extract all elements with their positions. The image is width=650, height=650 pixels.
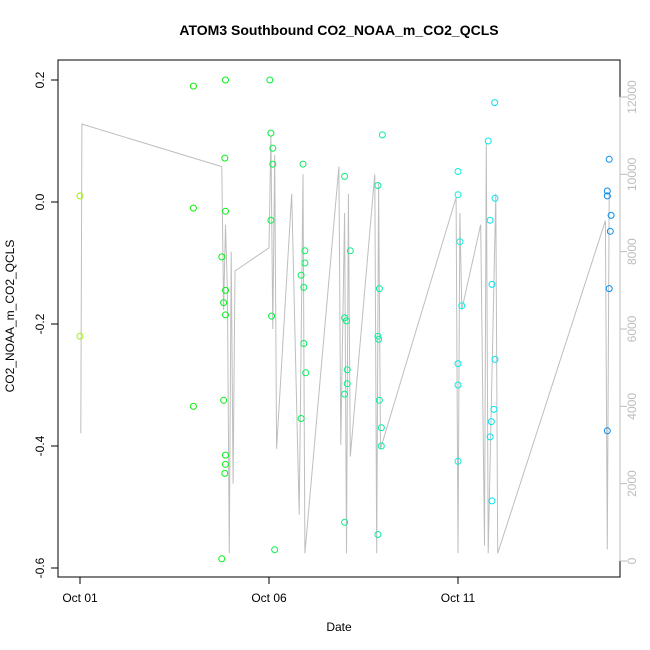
data-point xyxy=(267,129,275,137)
data-point xyxy=(222,207,229,215)
data-point xyxy=(220,299,228,307)
data-point xyxy=(222,451,229,459)
data-point xyxy=(375,285,383,293)
right-axis: 0 2000 4000 6000 8000 10000 12000 xyxy=(619,80,639,564)
data-point xyxy=(341,518,349,526)
data-point xyxy=(220,396,228,404)
x-tick-label: Oct 06 xyxy=(251,591,287,605)
data-point xyxy=(271,546,279,554)
data-point xyxy=(607,211,615,219)
data-point xyxy=(297,415,305,422)
y-axis-label: CO2_NOAA_m_CO2_QCLS xyxy=(3,240,17,393)
data-point xyxy=(346,247,354,255)
data-point xyxy=(269,144,277,152)
data-point xyxy=(488,280,496,288)
data-point xyxy=(374,332,382,340)
data-point xyxy=(377,442,385,450)
data-point xyxy=(375,335,383,343)
y-axis: -0.6 -0.4 -0.2 0.0 0.2 xyxy=(33,71,59,578)
data-point xyxy=(375,396,383,404)
y-tick-label: 0.0 xyxy=(33,193,47,210)
data-point xyxy=(454,168,462,175)
data-point xyxy=(491,194,499,202)
right-tick-label: 8000 xyxy=(625,238,639,265)
data-point xyxy=(341,172,349,180)
data-point xyxy=(266,76,274,84)
data-point xyxy=(268,312,276,320)
data-point xyxy=(189,82,197,90)
y-tick-label: -0.6 xyxy=(33,557,47,578)
y-tick-label: -0.2 xyxy=(33,313,47,334)
chart-title: ATOM3 Southbound CO2_NOAA_m_CO2_QCLS xyxy=(179,22,498,38)
x-tick-label: Oct 01 xyxy=(62,591,98,605)
right-tick-label: 2000 xyxy=(625,470,639,497)
data-point xyxy=(76,192,84,200)
data-point xyxy=(300,340,308,347)
data-point xyxy=(378,131,386,139)
altitude-line-layer xyxy=(80,123,612,554)
plot-area xyxy=(57,59,621,578)
data-point xyxy=(486,433,494,441)
data-points-layer xyxy=(76,76,615,563)
data-point xyxy=(486,216,494,224)
data-point xyxy=(605,285,613,293)
data-point xyxy=(189,402,197,410)
x-tick-label: Oct 11 xyxy=(441,591,476,605)
data-point xyxy=(374,182,382,189)
data-point xyxy=(605,155,613,163)
data-point xyxy=(222,460,229,468)
data-point xyxy=(456,238,464,246)
data-point xyxy=(301,247,309,255)
data-point xyxy=(269,160,277,168)
x-axis-label: Date xyxy=(326,620,352,634)
data-point xyxy=(606,227,614,235)
data-point xyxy=(218,253,226,261)
data-point xyxy=(374,531,382,538)
data-point xyxy=(603,427,611,435)
data-point xyxy=(301,259,309,267)
data-point xyxy=(603,187,611,195)
data-point xyxy=(377,424,385,432)
data-point xyxy=(491,99,499,107)
x-axis: Oct 01 Oct 06 Oct 11 xyxy=(62,576,476,605)
y-tick-label: 0.2 xyxy=(33,71,47,88)
data-point xyxy=(490,405,498,413)
right-tick-label: 12000 xyxy=(625,80,639,114)
data-point xyxy=(454,191,462,199)
data-point xyxy=(221,154,229,162)
data-point xyxy=(222,76,229,84)
data-point xyxy=(454,360,462,368)
data-point xyxy=(189,204,197,212)
right-tick-label: 6000 xyxy=(625,315,639,342)
right-tick-label: 4000 xyxy=(625,393,639,420)
data-point xyxy=(267,216,275,224)
data-point xyxy=(488,497,496,505)
data-point xyxy=(343,366,351,374)
data-point xyxy=(222,311,229,319)
data-point xyxy=(302,369,310,377)
data-point xyxy=(299,160,307,168)
data-point xyxy=(484,137,492,145)
data-point xyxy=(454,457,462,465)
right-tick-label: 10000 xyxy=(625,157,639,191)
data-point xyxy=(76,332,84,340)
data-point xyxy=(222,286,229,294)
data-point xyxy=(487,418,495,426)
data-point xyxy=(341,390,349,398)
data-point xyxy=(491,355,499,363)
data-point xyxy=(221,469,229,477)
y-tick-label: -0.4 xyxy=(33,435,47,456)
data-point xyxy=(458,302,466,310)
data-point xyxy=(343,317,350,325)
data-point xyxy=(297,271,305,279)
data-point xyxy=(343,380,351,388)
data-point xyxy=(603,192,611,200)
data-point xyxy=(454,381,462,389)
altitude-line xyxy=(80,123,612,554)
right-tick-label: 0 xyxy=(625,557,639,564)
data-point xyxy=(300,283,308,291)
data-point xyxy=(218,555,226,563)
